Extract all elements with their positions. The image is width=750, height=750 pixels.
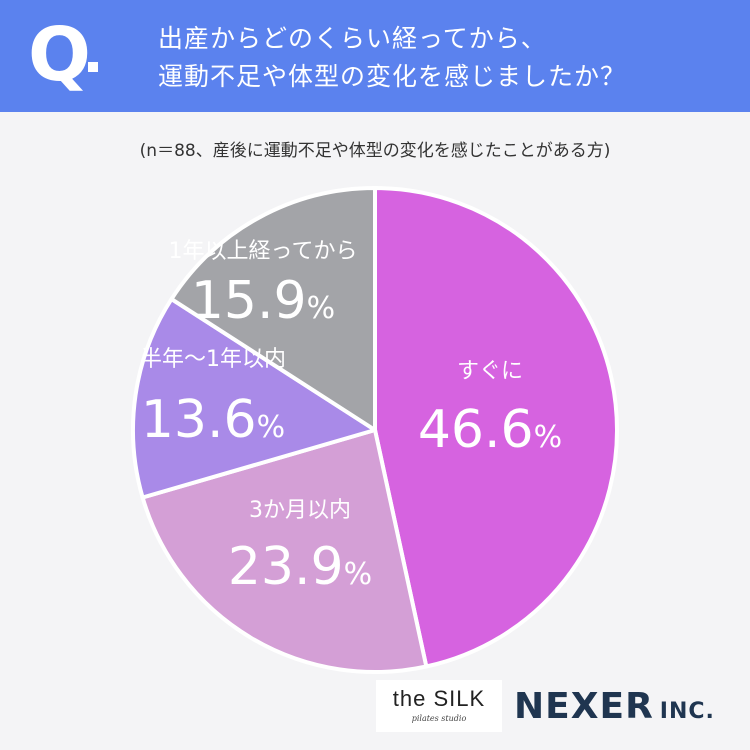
the-silk-logo-sub: pilates studio: [411, 714, 467, 723]
nexer-logo: NEXER INC.: [514, 686, 715, 727]
slice-label-2: 3か月以内: [249, 498, 351, 523]
pie-slice-4: [169, 186, 377, 432]
slice-value-unit-4: %: [307, 291, 336, 326]
slice-label-1: すぐに: [457, 359, 523, 384]
q-mark: Q: [28, 12, 91, 98]
the-silk-logo: the SILK pilates studio: [376, 680, 502, 732]
question-text: 出産からどのくらい経ってから、 運動不足や体型の変化を感じましたか？: [158, 20, 738, 96]
pie-slice-1: [373, 186, 619, 669]
slice-value-number-3: 13.6: [141, 390, 257, 450]
question-header: Q 出産からどのくらい経ってから、 運動不足や体型の変化を感じましたか？: [0, 0, 750, 112]
sample-note: (n＝88、産後に運動不足や体型の変化を感じたことがある方): [139, 141, 611, 161]
question-line-2: 運動不足や体型の変化を感じましたか？: [158, 62, 627, 91]
slice-label-3: 半年〜1年以内: [140, 347, 286, 372]
nexer-logo-main: NEXER: [514, 686, 654, 727]
slice-value-unit-2: %: [344, 557, 373, 592]
slice-label-4: 1年以上経ってから: [169, 239, 358, 264]
slice-value-number-4: 15.9: [191, 271, 307, 331]
question-line-1: 出産からどのくらい経ってから、: [158, 24, 547, 53]
the-silk-logo-main: the SILK: [392, 686, 486, 711]
slice-value-number-2: 23.9: [228, 537, 344, 597]
slice-value-4: 15.9%: [191, 271, 335, 331]
pie-slice-3: [131, 297, 377, 500]
pie-slice-2: [140, 428, 429, 674]
nexer-logo-suffix: INC.: [659, 699, 715, 724]
q-dot: [88, 62, 98, 72]
slice-value-number-1: 46.6: [418, 400, 534, 460]
slice-value-unit-3: %: [257, 410, 286, 445]
slice-value-1: 46.6%: [418, 400, 562, 460]
slice-value-2: 23.9%: [228, 537, 372, 597]
slice-value-unit-1: %: [534, 420, 563, 455]
slice-value-3: 13.6%: [141, 390, 285, 450]
